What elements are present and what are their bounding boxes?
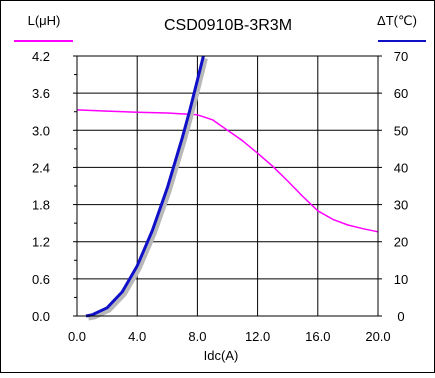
y-right-tick-label: 70 [394, 49, 408, 64]
y-right-tick-label: 10 [394, 272, 408, 287]
y-right-tick-label: 60 [394, 86, 408, 101]
x-tick-label: 16.0 [305, 329, 330, 344]
y-right-tick-label: 0 [397, 309, 404, 324]
x-tick-label: 20.0 [365, 329, 390, 344]
y-right-tick-label: 20 [394, 235, 408, 250]
y-left-tick-label: 2.4 [32, 160, 50, 175]
y-right-tick-label: 40 [394, 160, 408, 175]
x-tick-label: 0.0 [68, 329, 86, 344]
chart-title: CSD0910B-3R3M [164, 17, 292, 34]
series-line-temperature [85, 55, 205, 318]
x-axis-label: Idc(A) [204, 348, 239, 363]
left-axis-label: L(μH) [28, 13, 61, 28]
y-right-tick-label: 50 [394, 123, 408, 138]
series-shadow [88, 58, 208, 321]
y-left-tick-label: 0.6 [32, 272, 50, 287]
x-tick-label: 8.0 [188, 329, 206, 344]
y-left-tick-label: 3.0 [32, 123, 50, 138]
y-left-tick-label: 0.0 [32, 309, 50, 324]
series-line-inductance [76, 109, 379, 233]
y-left-tick-label: 1.8 [32, 198, 50, 213]
y-right-tick-label: 30 [394, 198, 408, 213]
x-tick-label: 12.0 [245, 329, 270, 344]
tick-labels: 0.0 4.0 8.0 12.0 16.0 20.0 0.0 0.6 1.2 1.8 2.4 3.0 3… [32, 49, 408, 344]
y-left-tick-label: 3.6 [32, 86, 50, 101]
y-left-tick-label: 1.2 [32, 235, 50, 250]
y-left-tick-label: 4.2 [32, 49, 50, 64]
series-layer [76, 55, 379, 321]
x-tick-label: 4.0 [128, 329, 146, 344]
plot-frame [76, 55, 379, 317]
right-axis-label: ΔT(℃) [377, 13, 417, 28]
